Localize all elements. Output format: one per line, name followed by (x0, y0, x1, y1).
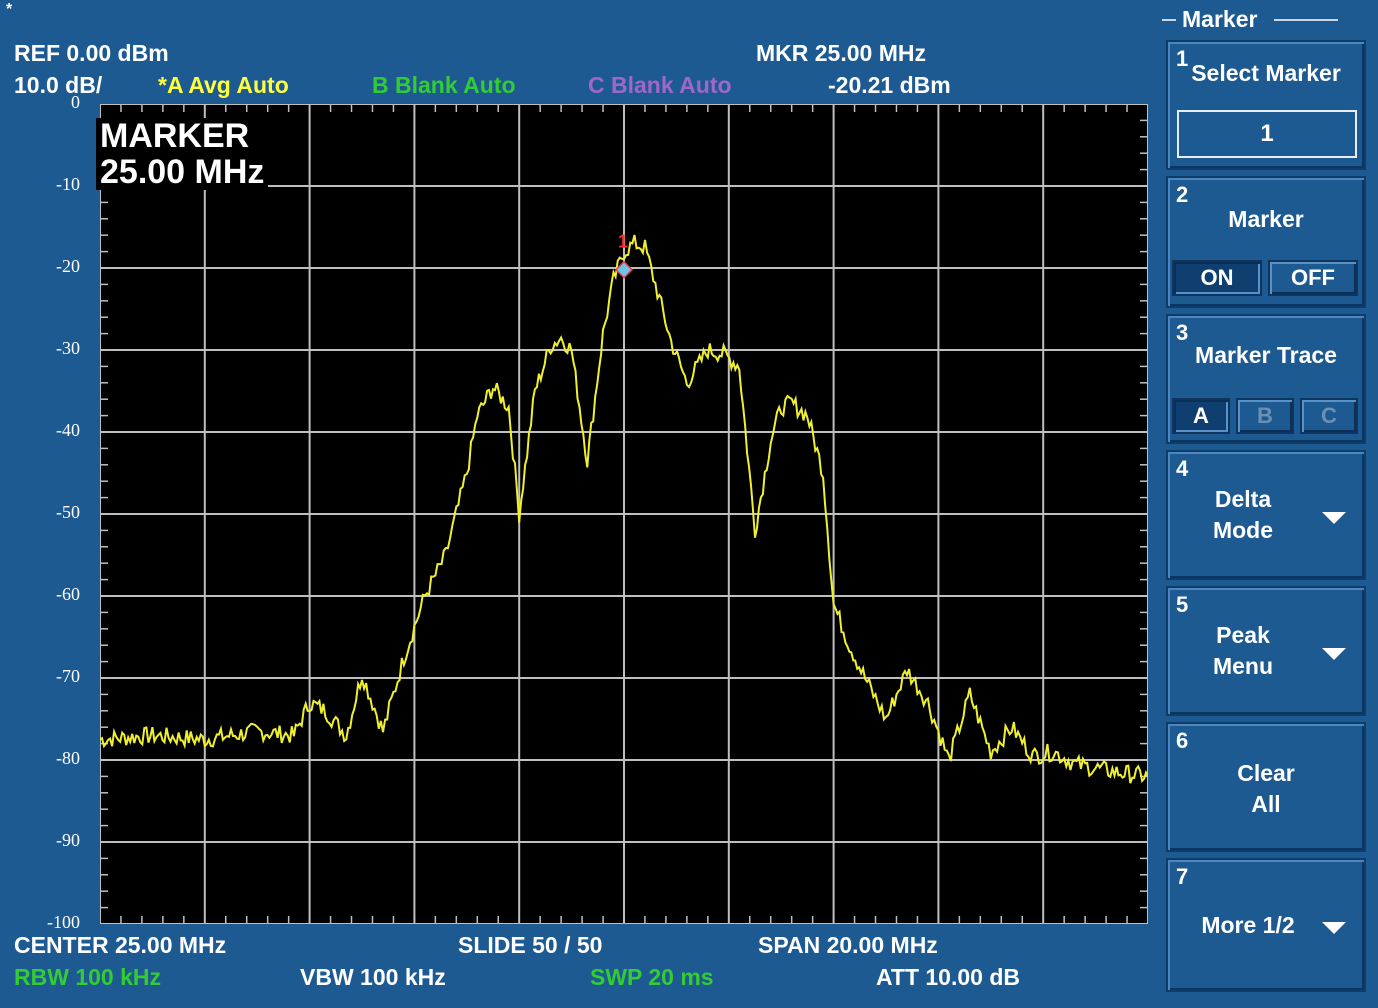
marker-overlay-frequency: 25.00 MHz (100, 153, 265, 191)
slide-indicator: SLIDE 50 / 50 (458, 932, 603, 958)
marker-trace-c-button[interactable]: C (1300, 398, 1358, 434)
softkey-marker: 2 Marker ON OFF (1166, 176, 1366, 308)
y-tick-label: -100 (47, 912, 80, 932)
softkey-more[interactable]: 7 More 1/2 (1166, 858, 1366, 992)
softkey-delta-mode[interactable]: 4 Delta Mode (1166, 450, 1366, 580)
marker-group: 1 (614, 232, 634, 279)
softkey-clear-all[interactable]: 6 Clear All (1166, 722, 1366, 852)
span-readout: SPAN 20.00 MHz (758, 932, 938, 958)
softkey-label: Marker Trace (1195, 342, 1337, 368)
asterisk-indicator: * (6, 1, 13, 18)
softkey-marker-trace: 3 Marker Trace A B C (1166, 314, 1366, 444)
marker-overlay: MARKER 25.00 MHz (96, 117, 269, 191)
softkey-label-line2: Mode (1212, 517, 1274, 543)
marker-frequency-readout: MKR 25.00 MHz (756, 40, 926, 66)
softkey-number: 4 (1176, 456, 1189, 481)
analyzer-screen: * REF 0.00 dBm 10.0 dB/ *A Avg Auto B Bl… (6, 1, 1149, 990)
y-tick-label: -10 (56, 174, 80, 194)
y-tick-label: -50 (56, 502, 80, 522)
marker-number-label: 1 (618, 232, 628, 252)
trace-a-group (99, 234, 1149, 784)
softkey-select-marker[interactable]: 1 Select Marker (1166, 40, 1366, 170)
rbw-readout: RBW 100 kHz (14, 964, 161, 990)
y-tick-label: -60 (56, 584, 80, 604)
marker-trace-a-button[interactable]: A (1172, 398, 1230, 434)
trace-a-line (99, 234, 1149, 784)
menu-title: Marker (1180, 6, 1260, 33)
marker-off-button[interactable]: OFF (1268, 260, 1358, 296)
vbw-readout: VBW 100 kHz (300, 964, 446, 990)
softkey-peak-menu[interactable]: 5 Peak Menu (1166, 586, 1366, 716)
marker-overlay-title: MARKER (100, 117, 250, 155)
softkey-label-line1: Clear (1237, 760, 1295, 786)
y-tick-label: -30 (56, 338, 80, 358)
marker-level-readout: -20.21 dBm (828, 72, 951, 98)
submenu-arrow-icon (1322, 512, 1346, 524)
softkey-number: 7 (1176, 864, 1189, 889)
marker-diamond-icon[interactable] (614, 260, 634, 279)
softkey-label: More 1/2 (1201, 912, 1295, 938)
ref-level: REF 0.00 dBm (14, 40, 169, 66)
y-tick-label: -80 (56, 748, 80, 768)
softkey-number: 6 (1176, 728, 1189, 753)
softkey-label-line1: Delta (1214, 486, 1272, 512)
softkey-label-line1: Peak (1216, 622, 1270, 648)
trace-a-status: *A Avg Auto (158, 72, 289, 98)
scale-per-div: 10.0 dB/ (14, 72, 103, 98)
softkey-number: 3 (1176, 320, 1189, 345)
sweep-time-readout: SWP 20 ms (590, 964, 714, 990)
softkey-label: Marker (1228, 206, 1304, 232)
softkey-number: 2 (1176, 182, 1189, 207)
spectrum-plot[interactable]: 1 MARKER 25.00 MHz (96, 103, 1149, 925)
softkey-label-line2: All (1251, 791, 1281, 817)
graticule (99, 103, 1149, 925)
y-tick-label: -20 (56, 256, 80, 276)
marker-on-button[interactable]: ON (1172, 260, 1262, 296)
selected-marker-value[interactable]: 1 (1177, 110, 1357, 158)
attenuation-readout: ATT 10.00 dB (876, 964, 1020, 990)
menu-title-rule-left (1162, 19, 1176, 21)
y-tick-label: 0 (71, 92, 80, 112)
y-tick-label: -40 (56, 420, 80, 440)
submenu-arrow-icon (1322, 648, 1346, 660)
submenu-arrow-icon (1322, 922, 1346, 934)
softkey-number: 5 (1176, 592, 1189, 617)
y-tick-label: -90 (56, 830, 80, 850)
trace-b-status: B Blank Auto (372, 72, 516, 98)
trace-c-status: C Blank Auto (588, 72, 732, 98)
softkey-label: Select Marker (1191, 60, 1341, 86)
y-tick-label: -70 (56, 666, 80, 686)
marker-trace-b-button[interactable]: B (1236, 398, 1294, 434)
spectrum-svg: 1 (99, 103, 1149, 925)
softkey-label-line2: Menu (1212, 653, 1274, 679)
softkey-number: 1 (1176, 46, 1189, 71)
menu-title-rule-right (1274, 19, 1338, 21)
center-frequency: CENTER 25.00 MHz (14, 932, 227, 958)
